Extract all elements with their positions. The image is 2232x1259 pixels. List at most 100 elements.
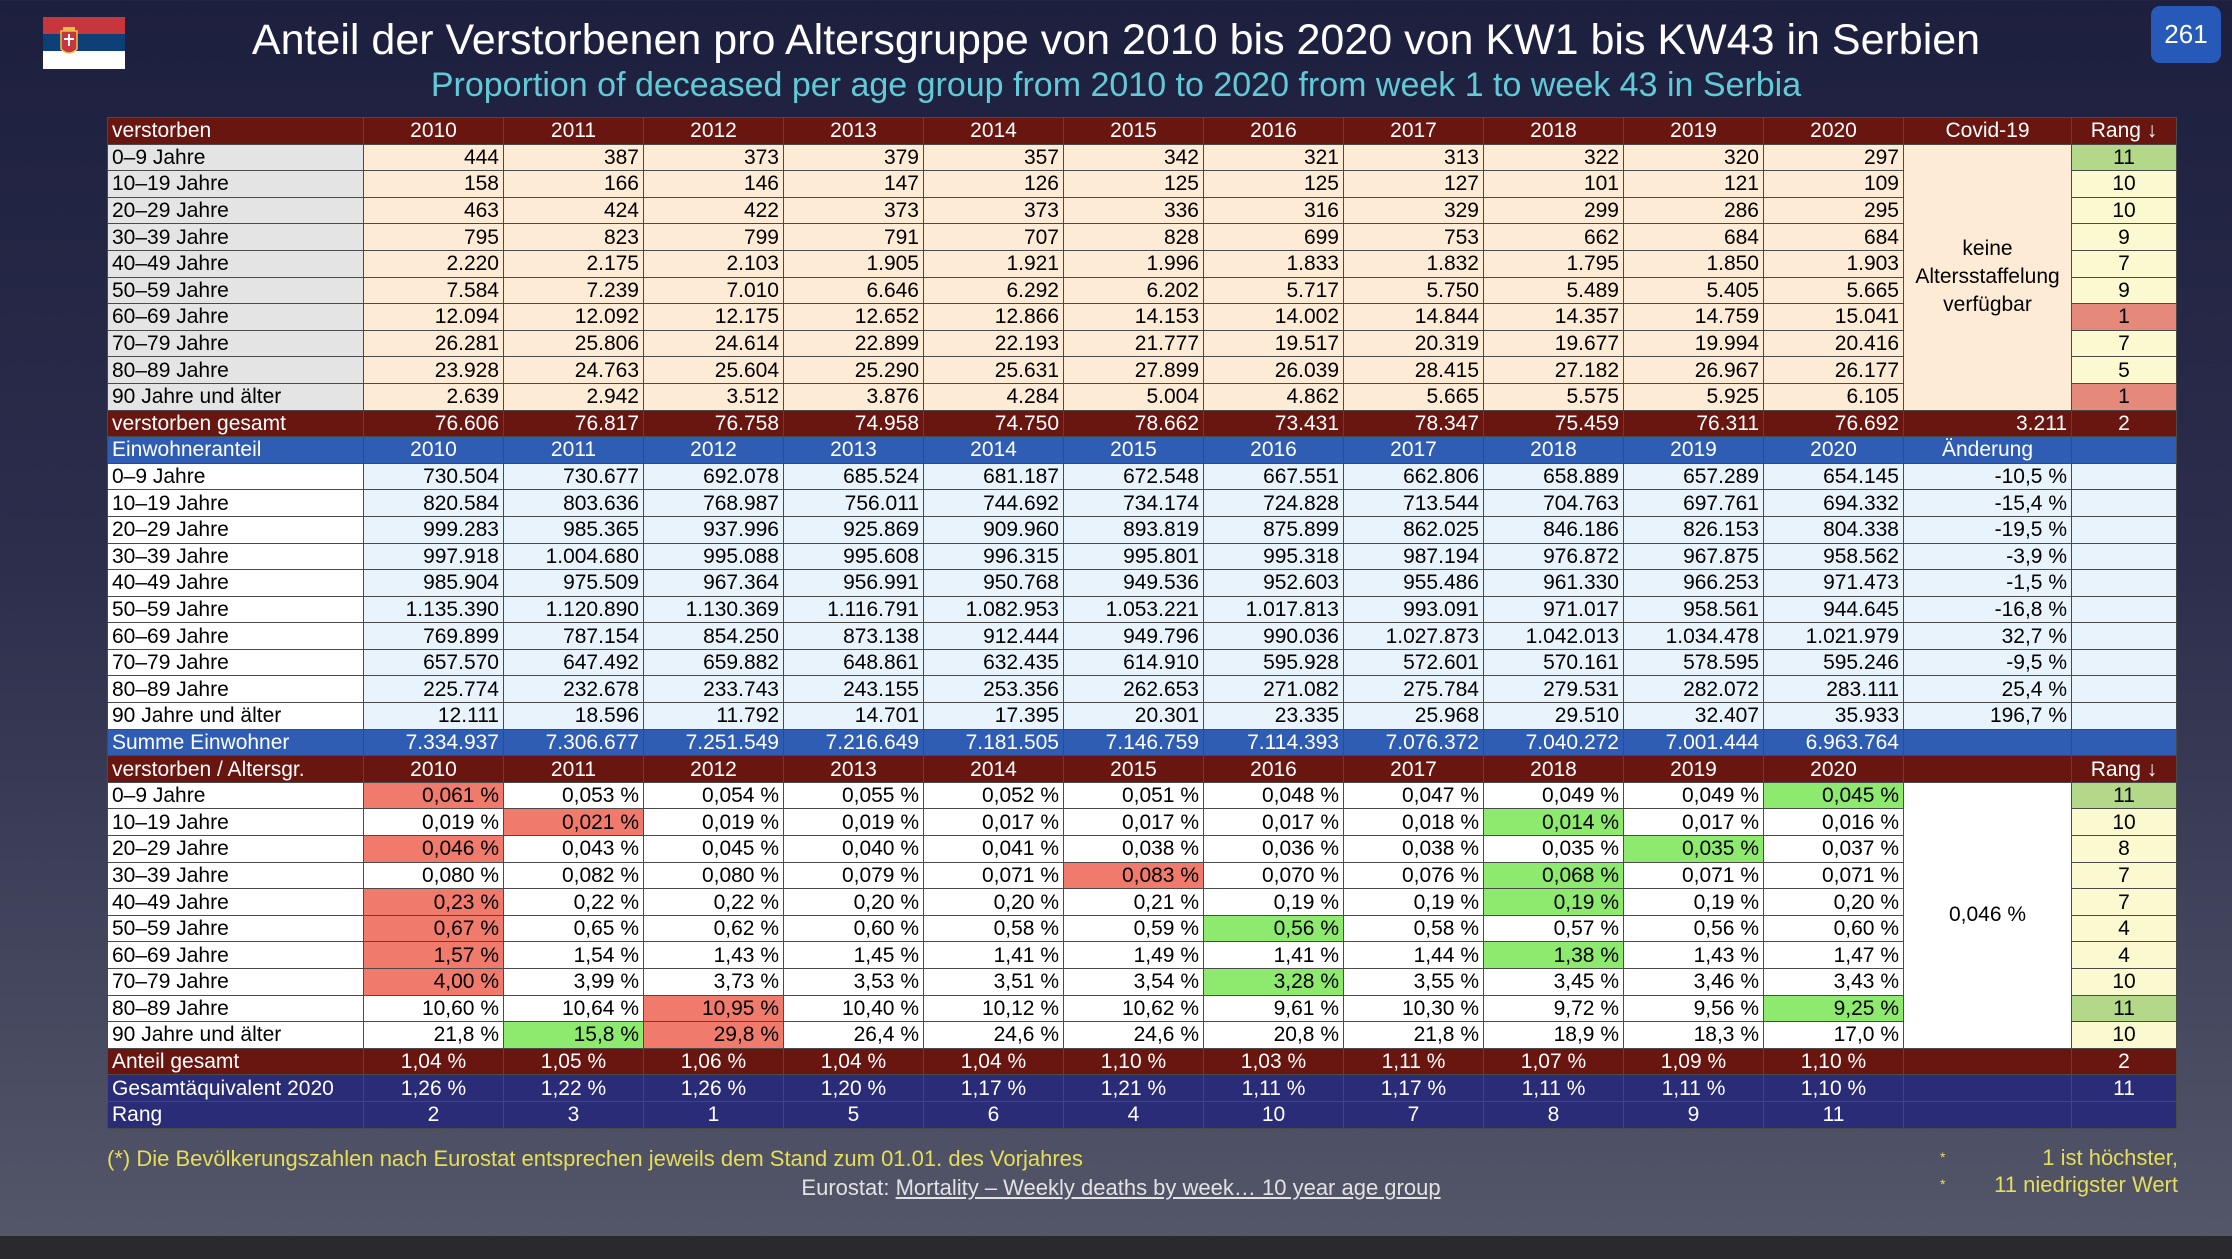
value: 1 xyxy=(643,1100,784,1129)
rank: 9 xyxy=(2071,276,2177,305)
value: 10,40 % xyxy=(783,994,924,1023)
table-row: Rang 2 3 1 5 6 4 10 7 8 9 11 xyxy=(107,1100,2177,1129)
value: 12.175 xyxy=(643,303,784,331)
value: 8 xyxy=(1483,1100,1624,1129)
value: 2.639 xyxy=(363,382,504,411)
value: 769.899 xyxy=(363,622,504,650)
value: 5.717 xyxy=(1203,276,1344,305)
table-row: verstorben 2010 2011 2012 2013 2014 2015 2016 20… xyxy=(107,117,2177,145)
row-label: 50–59 Jahre xyxy=(107,595,364,624)
value: 791 xyxy=(783,223,924,251)
legend-line: * 1 ist höchster, xyxy=(1940,1144,2178,1171)
column-header: 2015 xyxy=(1063,755,1204,783)
value: 952.603 xyxy=(1203,569,1344,597)
column-header: 2016 xyxy=(1203,436,1344,464)
column-header: 2019 xyxy=(1623,117,1764,145)
value: 944.645 xyxy=(1763,595,1904,624)
value: 0,080 % xyxy=(363,861,504,890)
value: 681.187 xyxy=(923,462,1064,491)
value: 19.517 xyxy=(1203,329,1344,358)
value: 1.053.221 xyxy=(1063,595,1204,624)
value: 322 xyxy=(1483,143,1624,172)
row-label: 10–19 Jahre xyxy=(107,808,364,837)
value: 0,035 % xyxy=(1623,835,1764,863)
value: 10,30 % xyxy=(1343,994,1484,1023)
value: 1,45 % xyxy=(783,941,924,969)
value: 78.347 xyxy=(1343,409,1484,438)
rank-legend: * 1 ist höchster, * 11 niedrigster Wert xyxy=(1940,1144,2178,1198)
value: 0,068 % xyxy=(1483,861,1624,890)
value: 1,41 % xyxy=(923,941,1064,969)
row-label: 60–69 Jahre xyxy=(107,622,364,650)
value: 5.665 xyxy=(1763,276,1904,305)
title: Anteil der Verstorbenen pro Altersgruppe… xyxy=(251,16,1981,64)
value: 17,0 % xyxy=(1763,1021,1904,1049)
value: 21,8 % xyxy=(363,1021,504,1049)
value: 1.004.680 xyxy=(503,542,644,571)
note: 0,046 % xyxy=(1903,781,2072,1049)
column-header: 2019 xyxy=(1623,436,1764,464)
source-link[interactable]: Mortality – Weekly deaths by week… 10 ye… xyxy=(895,1175,1441,1200)
column-header: 2017 xyxy=(1343,117,1484,145)
change: -3,9 % xyxy=(1903,542,2072,571)
value: 976.872 xyxy=(1483,542,1624,571)
empty-cell xyxy=(1903,728,2072,757)
value: 826.153 xyxy=(1623,515,1764,544)
flag xyxy=(43,17,125,69)
value: 0,080 % xyxy=(643,861,784,890)
row-label: 50–59 Jahre xyxy=(107,914,364,943)
column-header: 2017 xyxy=(1343,755,1484,783)
value: 647.492 xyxy=(503,648,644,677)
value: 7.181.505 xyxy=(923,728,1064,757)
value: 0,59 % xyxy=(1063,914,1204,943)
value: 1.832 xyxy=(1343,249,1484,278)
value: 253.356 xyxy=(923,675,1064,704)
value: 1.034.478 xyxy=(1623,622,1764,650)
table-row: 50–59 Jahre 1.135.390 1.120.890 1.130.369 1.… xyxy=(107,595,2177,624)
value: 1.027.873 xyxy=(1343,622,1484,650)
source: Eurostat: Mortality – Weekly deaths by w… xyxy=(0,1175,2232,1201)
rank: 2 xyxy=(2071,1047,2177,1076)
value: 684 xyxy=(1763,223,1904,251)
value: 9,25 % xyxy=(1763,994,1904,1023)
value: 76.606 xyxy=(363,409,504,438)
value: 0,017 % xyxy=(923,808,1064,837)
value: 694.332 xyxy=(1763,489,1904,517)
table-row: 10–19 Jahre 0,019 % 0,021 % 0,019 % 0,019 % 0… xyxy=(107,808,2177,837)
table-row: Anteil gesamt 1,04 % 1,05 % 1,06 % 1,04 % 1,0… xyxy=(107,1047,2177,1076)
value: 1,44 % xyxy=(1343,941,1484,969)
column-header: 2014 xyxy=(923,117,1064,145)
value: 0,071 % xyxy=(1623,861,1764,890)
value: 572.601 xyxy=(1343,648,1484,677)
value: 958.562 xyxy=(1763,542,1904,571)
row-label: 0–9 Jahre xyxy=(107,781,364,810)
value: 0,079 % xyxy=(783,861,924,890)
table-row: 50–59 Jahre 0,67 % 0,65 % 0,62 % 0,60 % 0,58 … xyxy=(107,914,2177,943)
value: 32.407 xyxy=(1623,702,1764,730)
value: 713.544 xyxy=(1343,489,1484,517)
source-prefix: Eurostat: xyxy=(801,1175,890,1200)
value: 2.103 xyxy=(643,249,784,278)
value: 275.784 xyxy=(1343,675,1484,704)
value: 76.758 xyxy=(643,409,784,438)
value: 166 xyxy=(503,170,644,198)
row-label: 20–29 Jahre xyxy=(107,196,364,225)
value: 672.548 xyxy=(1063,462,1204,491)
value: 15,8 % xyxy=(503,1021,644,1049)
value: 7.114.393 xyxy=(1203,728,1344,757)
value: 632.435 xyxy=(923,648,1064,677)
column-header: 2012 xyxy=(643,117,784,145)
column-header: 2010 xyxy=(363,755,504,783)
table-row: 40–49 Jahre 2.220 2.175 2.103 1.905 1.921 1.99… xyxy=(107,249,2177,278)
value: 126 xyxy=(923,170,1064,198)
value: 0,019 % xyxy=(363,808,504,837)
value: 685.524 xyxy=(783,462,924,491)
rank: 1 xyxy=(2071,303,2177,331)
value: 262.653 xyxy=(1063,675,1204,704)
value: 0,22 % xyxy=(643,888,784,916)
value: 0,055 % xyxy=(783,781,924,810)
value: 9,72 % xyxy=(1483,994,1624,1023)
value: 10,60 % xyxy=(363,994,504,1023)
value: 422 xyxy=(643,196,784,225)
value: 3,55 % xyxy=(1343,968,1484,996)
